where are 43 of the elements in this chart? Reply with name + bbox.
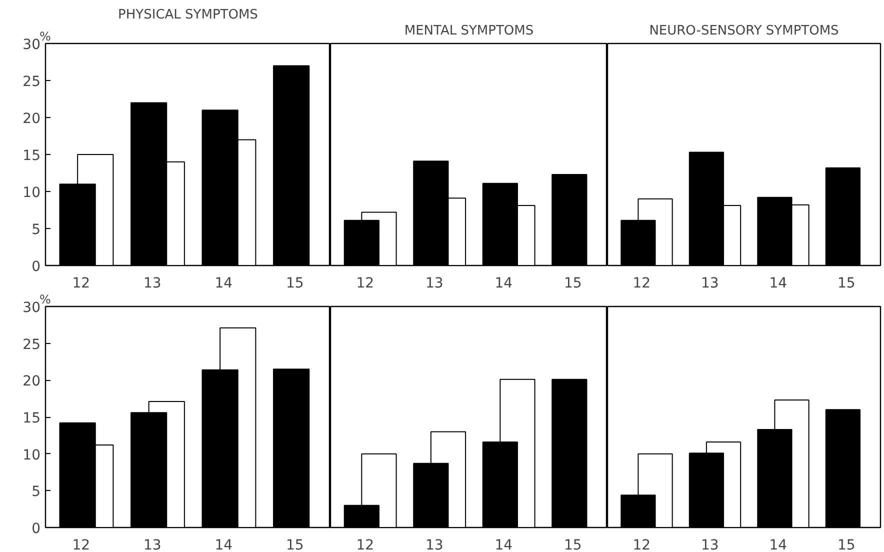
y-tick-label: 5: [32, 484, 41, 500]
y-tick-label: 20: [22, 111, 41, 127]
y-tick-label: 5: [32, 222, 41, 238]
x-tick-label: 14: [769, 538, 788, 552]
y-tick-label: 30: [22, 300, 41, 316]
y-axis-title: %: [40, 292, 51, 306]
chart-title: MENTAL SYMPTOMS: [404, 24, 534, 38]
x-tick-label: 14: [214, 276, 233, 292]
x-tick-label: 14: [214, 538, 233, 552]
x-tick-label: 15: [564, 276, 582, 292]
y-tick-label: 20: [22, 374, 41, 390]
x-tick-label: 12: [72, 538, 90, 552]
x-tick-label: 14: [769, 276, 788, 292]
x-tick-label: 15: [837, 276, 856, 292]
x-tick-label: 15: [286, 538, 304, 552]
y-tick-label: 15: [22, 148, 41, 164]
y-tick-label: 25: [22, 74, 41, 90]
x-tick-label: 12: [356, 538, 374, 552]
x-tick-label: 13: [425, 276, 444, 292]
x-tick-label: 13: [700, 276, 719, 292]
y-tick-label: 10: [22, 447, 41, 464]
x-tick-label: 13: [143, 276, 162, 292]
x-tick-label: 13: [425, 538, 444, 552]
x-tick-label: 12: [632, 538, 651, 552]
x-tick-label: 12: [356, 276, 374, 292]
x-tick-label: 12: [632, 276, 651, 292]
x-tick-label: 14: [494, 538, 513, 552]
chart-title: NEURO-SENSORY SYMPTOMS: [649, 24, 839, 38]
x-tick-label: 13: [143, 538, 162, 552]
y-tick-label: 25: [22, 336, 41, 353]
x-tick-label: 15: [286, 276, 304, 292]
x-tick-label: 15: [564, 538, 582, 552]
y-tick-label: 10: [22, 185, 41, 201]
chart-title: PHYSICAL SYMPTOMS: [118, 8, 258, 22]
y-axis-title: %: [40, 30, 51, 44]
y-tick-label: 0: [32, 259, 41, 275]
y-tick-label: 0: [32, 521, 41, 537]
x-tick-label: 12: [72, 276, 90, 292]
y-tick-label: 30: [22, 37, 41, 53]
y-tick-label: 15: [22, 410, 41, 426]
x-tick-label: 15: [837, 538, 856, 552]
x-tick-label: 13: [700, 538, 719, 552]
x-tick-label: 14: [494, 276, 513, 292]
